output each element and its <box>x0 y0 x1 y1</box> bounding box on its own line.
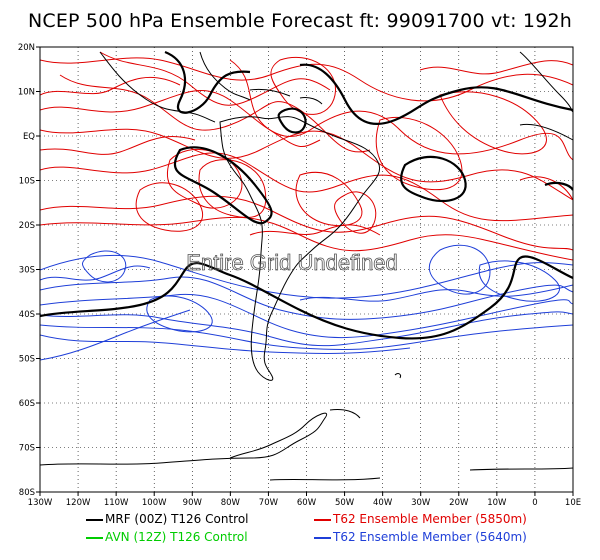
lat-tick-label: 50S <box>19 355 35 365</box>
legend-avn-label: AVN (12Z) T126 Control <box>105 530 248 544</box>
lat-tick-label: 20N <box>18 43 35 53</box>
lon-tick-label: 110W <box>104 498 129 508</box>
legend-member-5640: T62 Ensemble Member (5640m) <box>314 530 527 544</box>
lon-tick-label: 0 <box>532 498 537 508</box>
coastlines <box>39 51 574 481</box>
control-contours <box>40 50 573 340</box>
undefined-grid-message: Entire Grid Undefined <box>186 250 398 275</box>
lon-tick-label: 60W <box>297 498 317 508</box>
legend-avn-control: AVN (12Z) T126 Control <box>86 530 248 544</box>
lon-tick-label: 100W <box>142 498 167 508</box>
lat-tick-label: EQ <box>23 132 35 142</box>
lat-tick-label: 10N <box>18 88 35 98</box>
member-5640-contours <box>40 244 573 361</box>
member-5850-contours <box>40 51 573 261</box>
lon-tick-label: 40W <box>373 498 393 508</box>
lat-tick-label: 30S <box>19 266 35 276</box>
longitude-axis: 130W 120W 110W 100W 90W 80W 70W 60W 50W 40W 30W 20W… <box>28 492 581 508</box>
legend-avn-swatch <box>86 536 103 539</box>
legend-mrf-label: MRF (00Z) T126 Control <box>105 512 249 526</box>
latitude-axis: 20N 10N EQ 10S 20S 30S 40S 50S 60S 70S 80S <box>18 43 40 498</box>
lon-tick-label: 50W <box>335 498 355 508</box>
lon-tick-label: 10W <box>487 498 507 508</box>
lon-tick-label: 70W <box>259 498 279 508</box>
lon-tick-label: 30W <box>411 498 431 508</box>
legend-member-5850: T62 Ensemble Member (5850m) <box>314 512 527 526</box>
lon-tick-label: 130W <box>28 498 53 508</box>
lat-tick-label: 70S <box>19 444 35 454</box>
lat-tick-label: 40S <box>19 310 35 320</box>
map-title: NCEP 500 hPa Ensemble Forecast ft: 99091… <box>27 10 573 32</box>
graticule <box>40 47 573 492</box>
lon-tick-label: 10E <box>565 498 581 508</box>
lon-tick-label: 80W <box>221 498 241 508</box>
legend-5640-label: T62 Ensemble Member (5640m) <box>333 530 527 544</box>
lat-tick-label: 10S <box>19 177 35 187</box>
lat-tick-label: 80S <box>19 488 35 498</box>
lat-tick-label: 60S <box>19 399 35 409</box>
legend-mrf-control: MRF (00Z) T126 Control <box>86 512 249 526</box>
lat-tick-label: 20S <box>19 221 35 231</box>
legend-5850-swatch <box>314 518 331 521</box>
legend-5640-swatch <box>314 536 331 539</box>
legend-5850-label: T62 Ensemble Member (5850m) <box>333 512 527 526</box>
lon-tick-label: 20W <box>449 498 469 508</box>
legend-mrf-swatch <box>86 518 103 521</box>
lon-tick-label: 90W <box>183 498 203 508</box>
lon-tick-label: 120W <box>66 498 91 508</box>
